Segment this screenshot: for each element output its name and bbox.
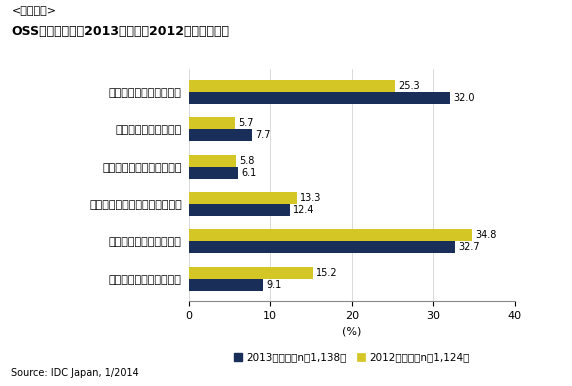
Bar (189, 92, 450, 104)
Text: 5.7: 5.7 (239, 119, 254, 128)
Text: 12.4: 12.4 (293, 205, 315, 215)
Text: <参考資料>: <参考資料> (11, 6, 57, 16)
Text: 32.7: 32.7 (459, 242, 480, 252)
Text: 9.1: 9.1 (266, 279, 281, 290)
Text: 7.7: 7.7 (255, 130, 271, 140)
Text: 6.1: 6.1 (242, 168, 257, 178)
Bar (189, 80, 395, 92)
Text: 32.0: 32.0 (453, 93, 474, 103)
Text: 5.8: 5.8 (239, 156, 255, 166)
Bar (189, 204, 290, 216)
Text: 25.3: 25.3 (398, 81, 420, 91)
Bar (189, 267, 313, 279)
Text: 13.3: 13.3 (300, 193, 322, 203)
Legend: 2013年調査（n＝1,138）, 2012年調査（n＝1,124）: 2013年調査（n＝1,138）, 2012年調査（n＝1,124） (229, 348, 474, 366)
Bar (189, 241, 455, 253)
Bar (189, 129, 252, 141)
Text: OSSの導入状況：2013年調査と2012年調査の比較: OSSの導入状況：2013年調査と2012年調査の比較 (11, 25, 229, 38)
Bar (189, 167, 239, 179)
Bar (189, 192, 297, 204)
Bar (189, 229, 472, 241)
Text: 15.2: 15.2 (316, 267, 337, 278)
Bar (189, 279, 263, 291)
Bar (189, 117, 235, 129)
Bar (189, 155, 236, 167)
X-axis label: (%): (%) (342, 326, 362, 336)
Text: Source: IDC Japan, 1/2014: Source: IDC Japan, 1/2014 (11, 368, 139, 378)
Text: 34.8: 34.8 (476, 230, 497, 240)
